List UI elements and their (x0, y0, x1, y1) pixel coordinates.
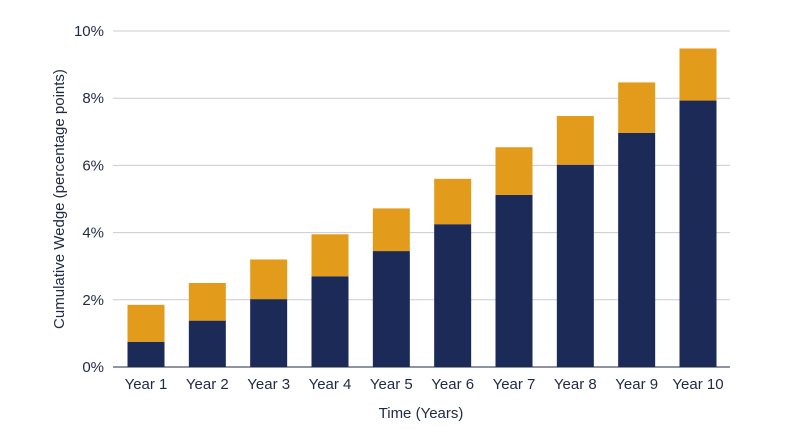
bar-segment-top (618, 82, 656, 133)
x-tick-label: Year 9 (615, 376, 658, 393)
y-tick-label: 2% (82, 292, 104, 309)
y-tick-label: 4% (82, 225, 104, 242)
bar-segment-base (250, 299, 288, 367)
bar-segment-base (311, 276, 349, 367)
bar-segment-top (495, 147, 533, 195)
x-tick-label: Year 10 (672, 376, 723, 393)
x-tick-label: Year 1 (125, 376, 168, 393)
bar-segment-top (434, 178, 472, 225)
bar-segment-base (127, 341, 165, 367)
bar-segment-top (556, 116, 594, 165)
bar-segment-top (679, 48, 717, 101)
y-tick-label: 10% (74, 23, 104, 40)
x-tick-labels: Year 1 Year 2 Year 3 Year 4 Year 5 Year 6 Year… (125, 376, 724, 393)
bar-segment-base (188, 320, 226, 367)
x-tick-label: Year 4 (309, 376, 352, 393)
x-tick-label: Year 8 (554, 376, 597, 393)
y-tick-labels: 0% 2% 4% 6% 8% 10% (74, 23, 104, 376)
x-tick-label: Year 7 (493, 376, 536, 393)
bar-segment-base (556, 164, 594, 367)
bars (127, 48, 717, 367)
bar-segment-top (127, 304, 165, 342)
x-tick-label: Year 5 (370, 376, 413, 393)
bar-segment-base (495, 194, 533, 367)
y-axis-title: Cumulative Wedge (percentage points) (51, 69, 68, 329)
bar-segment-top (372, 208, 410, 252)
x-tick-label: Year 3 (247, 376, 290, 393)
y-tick-label: 0% (82, 359, 104, 376)
x-tick-label: Year 6 (431, 376, 474, 393)
y-tick-label: 6% (82, 157, 104, 174)
bar-segment-base (372, 251, 410, 367)
bar-segment-top (250, 259, 288, 300)
bar-segment-base (434, 224, 472, 367)
x-axis-title: Time (Years) (379, 405, 464, 422)
x-tick-label: Year 2 (186, 376, 229, 393)
bar-segment-base (679, 100, 717, 367)
y-tick-label: 8% (82, 90, 104, 107)
bar-segment-top (188, 283, 226, 321)
bar-segment-top (311, 234, 349, 277)
bar-segment-base (618, 132, 656, 367)
